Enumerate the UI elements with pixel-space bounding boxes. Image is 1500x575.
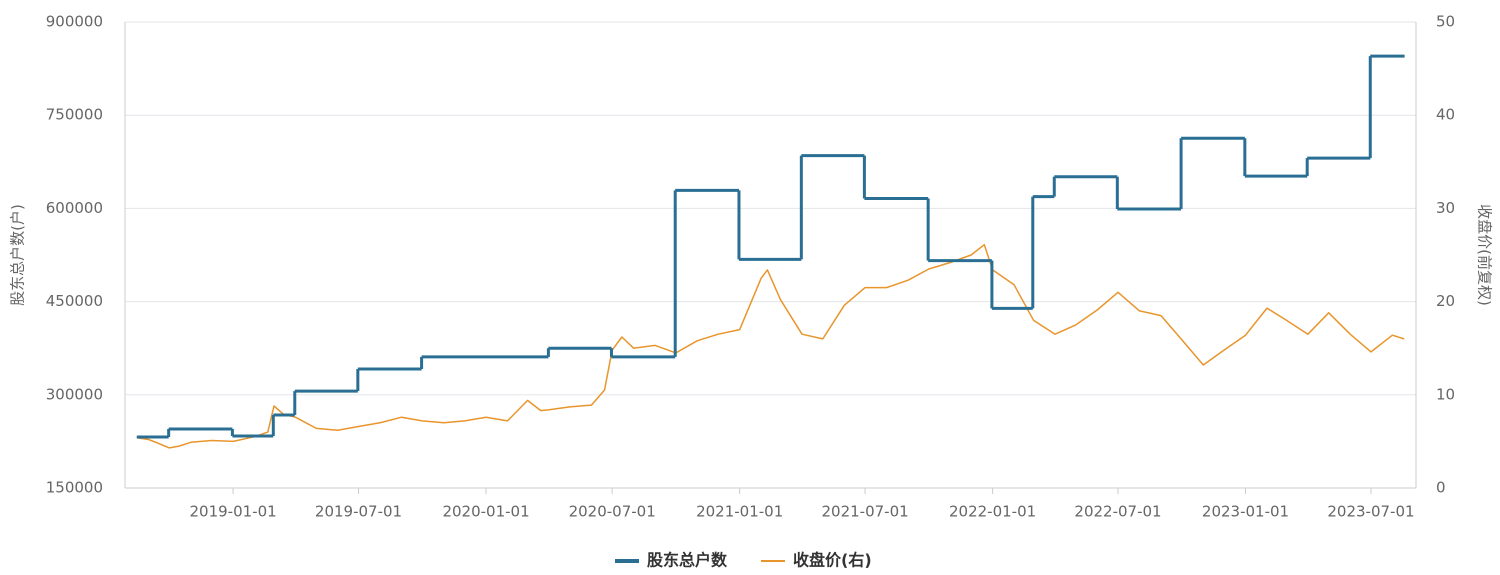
- y2-tick-label: 20: [1436, 292, 1455, 310]
- x-tick-label: 2020-07-01: [569, 503, 656, 521]
- x-tick-label: 2023-01-01: [1202, 503, 1289, 521]
- y2-tick-label: 10: [1436, 385, 1455, 403]
- x-tick-label: 2021-07-01: [821, 503, 908, 521]
- x-tick-label: 2023-07-01: [1327, 503, 1414, 521]
- y-axis-title: 股东总户数(户): [9, 204, 27, 306]
- y2-tick-label: 50: [1436, 13, 1455, 31]
- y-tick-label: 600000: [46, 199, 103, 217]
- price-line: [136, 243, 1405, 449]
- legend-label: 收盘价(右): [793, 551, 872, 570]
- x-tick-label: 2020-01-01: [442, 503, 529, 521]
- y-tick-label: 150000: [46, 479, 103, 497]
- y2-axis-title: 收盘价(前复权): [1476, 204, 1494, 306]
- legend-label: 股东总户数: [647, 551, 728, 570]
- y2-tick-label: 30: [1436, 199, 1455, 217]
- y-tick-label: 450000: [46, 292, 103, 310]
- y-tick-label: 300000: [46, 385, 103, 403]
- x-tick-label: 2022-01-01: [949, 503, 1036, 521]
- x-tick-label: 2019-01-01: [190, 503, 277, 521]
- x-tick-label: 2021-01-01: [696, 503, 783, 521]
- y-tick-label: 750000: [46, 106, 103, 124]
- x-tick-label: 2022-07-01: [1074, 503, 1161, 521]
- x-tick-label: 2019-07-01: [315, 503, 402, 521]
- y2-tick-label: 0: [1436, 479, 1446, 497]
- y-tick-label: 900000: [46, 13, 103, 31]
- y2-tick-label: 40: [1436, 106, 1455, 124]
